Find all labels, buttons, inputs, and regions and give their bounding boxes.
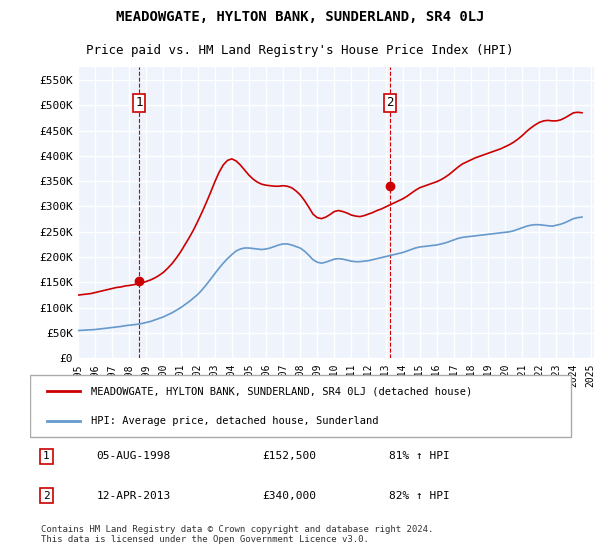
Text: 82% ↑ HPI: 82% ↑ HPI xyxy=(389,491,449,501)
Text: MEADOWGATE, HYLTON BANK, SUNDERLAND, SR4 0LJ (detached house): MEADOWGATE, HYLTON BANK, SUNDERLAND, SR4… xyxy=(91,386,472,396)
Text: 1: 1 xyxy=(43,451,50,461)
Text: 05-AUG-1998: 05-AUG-1998 xyxy=(96,451,170,461)
Text: Price paid vs. HM Land Registry's House Price Index (HPI): Price paid vs. HM Land Registry's House … xyxy=(86,44,514,57)
FancyBboxPatch shape xyxy=(30,375,571,437)
Text: MEADOWGATE, HYLTON BANK, SUNDERLAND, SR4 0LJ: MEADOWGATE, HYLTON BANK, SUNDERLAND, SR4… xyxy=(116,10,484,24)
Text: 1: 1 xyxy=(136,96,143,109)
Text: HPI: Average price, detached house, Sunderland: HPI: Average price, detached house, Sund… xyxy=(91,416,378,426)
Text: 12-APR-2013: 12-APR-2013 xyxy=(96,491,170,501)
Text: Contains HM Land Registry data © Crown copyright and database right 2024.
This d: Contains HM Land Registry data © Crown c… xyxy=(41,525,433,544)
Text: 2: 2 xyxy=(386,96,394,109)
Text: £340,000: £340,000 xyxy=(262,491,316,501)
Text: 81% ↑ HPI: 81% ↑ HPI xyxy=(389,451,449,461)
Text: 2: 2 xyxy=(43,491,50,501)
Text: £152,500: £152,500 xyxy=(262,451,316,461)
